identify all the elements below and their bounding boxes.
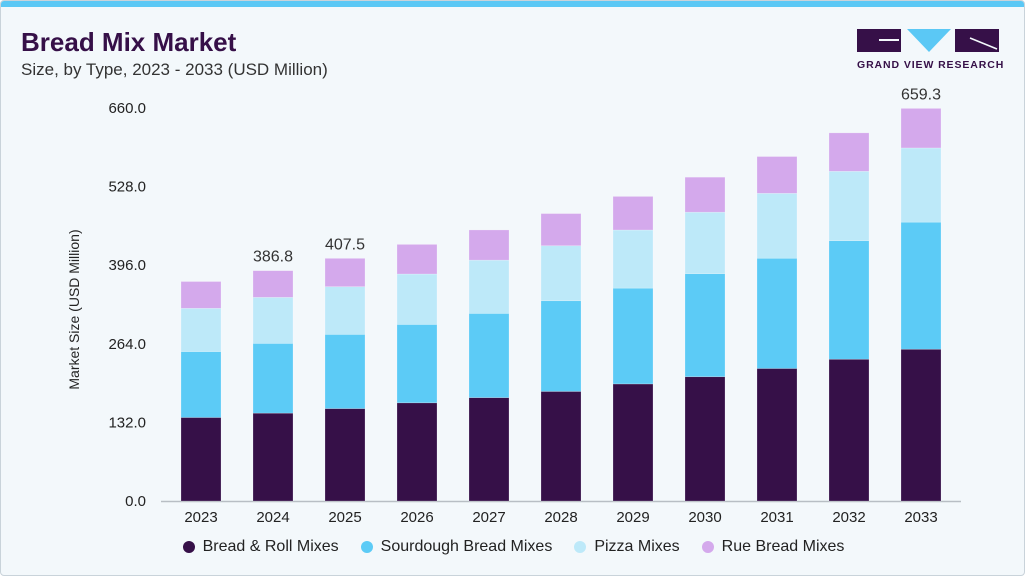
bar-segment-sourdough-bread-mixes-2026	[396, 324, 438, 404]
legend-label: Rue Bread Mixes	[721, 538, 845, 555]
bar-segment-pizza-mixes-2029	[612, 229, 654, 289]
bar-segment-pizza-mixes-2023	[180, 308, 222, 352]
bar-segment-rue-bread-mixes-2033	[900, 108, 942, 149]
legend-swatch	[574, 541, 587, 553]
bar-segment-pizza-mixes-2031	[756, 193, 798, 259]
bar-segment-sourdough-bread-mixes-2030	[684, 273, 726, 378]
bar-segment-rue-bread-mixes-2032	[828, 132, 870, 172]
y-tick-label: 0.0	[125, 493, 146, 510]
legend-item: Pizza Mixes	[574, 538, 680, 556]
bar-segment-bread-roll-mixes-2033	[900, 348, 942, 502]
legend-label: Sourdough Bread Mixes	[380, 538, 553, 555]
x-tick-label: 2027	[472, 509, 505, 526]
bar-segment-pizza-mixes-2025	[324, 286, 366, 335]
bar-segment-bread-roll-mixes-2023	[180, 417, 222, 502]
data-label-2033: 659.3	[901, 86, 941, 103]
x-tick-label: 2030	[688, 509, 721, 526]
x-tick-label: 2028	[544, 509, 577, 526]
bar-segment-rue-bread-mixes-2025	[324, 258, 366, 287]
bar-segment-rue-bread-mixes-2028	[540, 213, 582, 247]
bar-segment-bread-roll-mixes-2025	[324, 408, 366, 502]
bar-segment-pizza-mixes-2024	[252, 297, 294, 344]
bar-segment-pizza-mixes-2030	[684, 211, 726, 275]
y-tick-label: 528.0	[108, 179, 146, 196]
y-tick-label: 660.0	[108, 100, 146, 117]
bar-segment-bread-roll-mixes-2027	[468, 397, 510, 502]
bar-segment-sourdough-bread-mixes-2028	[540, 300, 582, 392]
bar-segment-sourdough-bread-mixes-2024	[252, 343, 294, 414]
logo-text: GRAND VIEW RESEARCH	[857, 59, 1005, 71]
bar-segment-rue-bread-mixes-2031	[756, 156, 798, 194]
x-tick-label: 2033	[904, 509, 937, 526]
bar-segment-pizza-mixes-2028	[540, 245, 582, 302]
bar-segment-bread-roll-mixes-2029	[612, 383, 654, 502]
y-tick-label: 396.0	[108, 257, 146, 274]
x-tick-label: 2031	[760, 509, 793, 526]
bar-segment-rue-bread-mixes-2026	[396, 244, 438, 275]
legend-swatch	[182, 541, 195, 553]
y-axis-label: Market Size (USD Million)	[66, 229, 82, 389]
x-tick-label: 2025	[328, 509, 361, 526]
bar-segment-bread-roll-mixes-2031	[756, 368, 798, 502]
legend-item: Sourdough Bread Mixes	[360, 538, 553, 556]
chart-subtitle: Size, by Type, 2023 - 2033 (USD Million)	[21, 60, 328, 79]
bar-segment-pizza-mixes-2027	[468, 259, 510, 314]
bar-segment-rue-bread-mixes-2024	[252, 270, 294, 298]
bar-segment-sourdough-bread-mixes-2025	[324, 334, 366, 409]
bar-segment-rue-bread-mixes-2023	[180, 281, 222, 309]
grand-view-research-logo	[857, 29, 999, 52]
bar-segment-sourdough-bread-mixes-2029	[612, 287, 654, 385]
bar-segment-pizza-mixes-2033	[900, 147, 942, 223]
legend-swatch	[701, 541, 714, 553]
x-tick-label: 2029	[616, 509, 649, 526]
bar-segment-pizza-mixes-2026	[396, 273, 438, 325]
bar-segment-sourdough-bread-mixes-2032	[828, 240, 870, 360]
x-tick-label: 2023	[184, 509, 217, 526]
x-tick-label: 2032	[832, 509, 865, 526]
chart-title: Bread Mix Market	[21, 27, 237, 57]
bar-segment-rue-bread-mixes-2027	[468, 229, 510, 261]
legend-label: Pizza Mixes	[594, 538, 680, 555]
x-tick-label: 2024	[256, 509, 289, 526]
legend-label: Bread & Roll Mixes	[202, 538, 339, 555]
x-tick-label: 2026	[400, 509, 433, 526]
bar-segment-sourdough-bread-mixes-2031	[756, 257, 798, 369]
bar-segment-sourdough-bread-mixes-2023	[180, 351, 222, 418]
bar-segment-sourdough-bread-mixes-2033	[900, 221, 942, 350]
bar-segment-bread-roll-mixes-2032	[828, 358, 870, 502]
bar-segment-bread-roll-mixes-2028	[540, 391, 582, 502]
bar-segment-bread-roll-mixes-2030	[684, 376, 726, 502]
bar-segment-pizza-mixes-2032	[828, 170, 870, 242]
legend-swatch	[360, 541, 373, 553]
legend: Bread & Roll Mixes Sourdough Bread Mixes P…	[1, 538, 1024, 556]
bar-segment-sourdough-bread-mixes-2027	[468, 313, 510, 398]
legend-item: Rue Bread Mixes	[701, 538, 845, 556]
data-label-2025: 407.5	[325, 236, 365, 253]
y-tick-label: 264.0	[108, 336, 146, 353]
stacked-bar-chart: 0.0 132.0 264.0 396.0 528.0 660.0 Market Size …	[66, 86, 961, 526]
y-tick-label: 132.0	[108, 414, 146, 431]
legend-item: Bread & Roll Mixes	[182, 538, 339, 556]
accent-bar	[1, 1, 1024, 7]
data-label-2024: 386.8	[253, 249, 293, 266]
bar-segment-bread-roll-mixes-2026	[396, 402, 438, 502]
bar-segment-rue-bread-mixes-2029	[612, 196, 654, 231]
bar-segment-bread-roll-mixes-2024	[252, 412, 294, 502]
bar-segment-rue-bread-mixes-2030	[684, 176, 726, 213]
